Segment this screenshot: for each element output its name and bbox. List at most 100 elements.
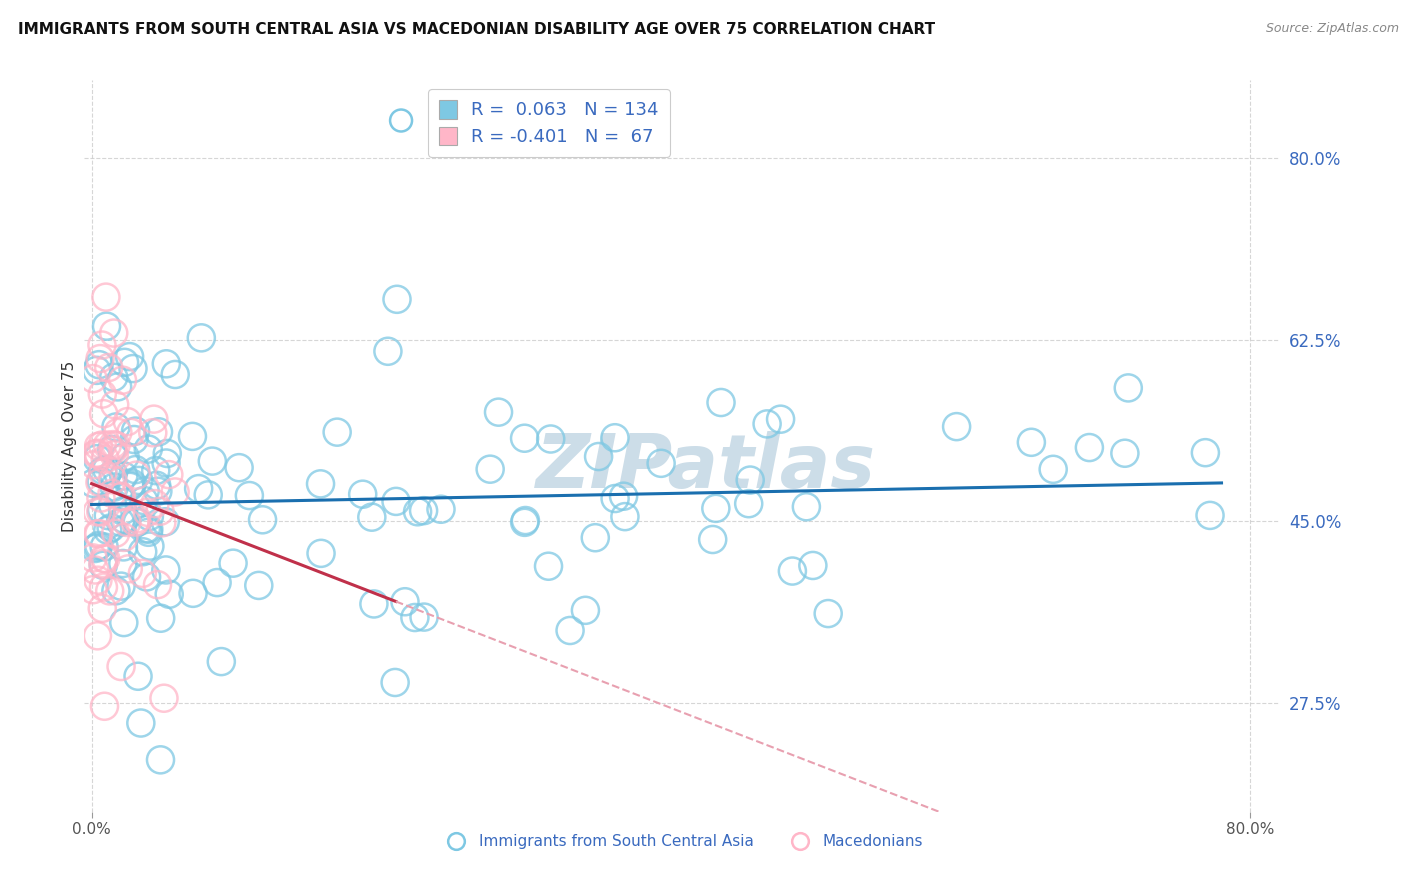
Point xyxy=(91,463,114,477)
Point xyxy=(112,512,135,526)
Point xyxy=(1042,462,1064,476)
Point xyxy=(430,502,453,516)
Point xyxy=(104,398,127,412)
Point xyxy=(122,433,145,447)
Point xyxy=(127,669,149,683)
Text: Source: ZipAtlas.com: Source: ZipAtlas.com xyxy=(1265,22,1399,36)
Point xyxy=(94,551,117,566)
Point xyxy=(97,360,120,375)
Point xyxy=(513,431,536,445)
Point xyxy=(112,469,135,483)
Point xyxy=(124,515,146,529)
Point xyxy=(128,474,150,488)
Point xyxy=(98,583,121,598)
Point xyxy=(704,501,727,516)
Point xyxy=(115,516,138,530)
Point xyxy=(91,438,114,452)
Point xyxy=(112,615,135,630)
Point xyxy=(91,466,114,480)
Point xyxy=(136,505,159,519)
Point xyxy=(82,582,104,597)
Point xyxy=(90,338,112,352)
Point xyxy=(93,699,115,714)
Point xyxy=(205,575,228,590)
Point xyxy=(86,451,108,466)
Point xyxy=(945,419,967,434)
Point xyxy=(513,516,536,530)
Point xyxy=(91,601,114,615)
Point xyxy=(121,476,143,491)
Point xyxy=(1116,381,1139,395)
Point xyxy=(101,443,124,458)
Point xyxy=(124,462,146,476)
Point xyxy=(134,483,156,498)
Point xyxy=(138,522,160,536)
Point xyxy=(96,462,118,476)
Point xyxy=(540,432,562,446)
Point xyxy=(93,407,115,421)
Point xyxy=(96,319,118,334)
Point xyxy=(138,509,160,524)
Point xyxy=(91,387,114,401)
Point xyxy=(91,558,114,573)
Point xyxy=(83,458,105,472)
Text: IMMIGRANTS FROM SOUTH CENTRAL ASIA VS MACEDONIAN DISABILITY AGE OVER 75 CORRELAT: IMMIGRANTS FROM SOUTH CENTRAL ASIA VS MA… xyxy=(18,22,935,37)
Point xyxy=(394,595,416,609)
Point xyxy=(252,513,274,527)
Point xyxy=(603,491,626,506)
Point xyxy=(404,610,426,624)
Point xyxy=(132,493,155,508)
Point xyxy=(142,412,165,426)
Point xyxy=(146,484,169,499)
Point xyxy=(84,541,107,556)
Point xyxy=(817,607,839,621)
Point xyxy=(90,491,112,505)
Point xyxy=(111,557,134,571)
Point xyxy=(117,415,139,429)
Point xyxy=(238,489,260,503)
Point xyxy=(103,437,125,451)
Point xyxy=(145,464,167,478)
Point xyxy=(83,563,105,577)
Point xyxy=(122,361,145,376)
Point xyxy=(150,516,173,530)
Point xyxy=(801,558,824,573)
Point xyxy=(155,515,177,529)
Point xyxy=(488,405,510,419)
Point xyxy=(93,580,115,594)
Point xyxy=(710,395,733,409)
Point xyxy=(740,473,762,487)
Point xyxy=(782,564,804,578)
Point xyxy=(1078,441,1101,455)
Point xyxy=(86,629,108,643)
Point xyxy=(135,570,157,584)
Point xyxy=(104,526,127,541)
Point xyxy=(352,487,374,501)
Point xyxy=(120,478,142,492)
Point xyxy=(90,505,112,519)
Point xyxy=(143,497,166,511)
Point xyxy=(157,587,180,601)
Point xyxy=(86,446,108,460)
Point xyxy=(385,293,408,307)
Point xyxy=(377,344,399,359)
Point xyxy=(201,454,224,468)
Point xyxy=(107,380,129,394)
Point xyxy=(114,450,136,464)
Point xyxy=(155,357,177,371)
Point xyxy=(146,577,169,591)
Point xyxy=(110,579,132,593)
Point xyxy=(127,515,149,529)
Point xyxy=(125,468,148,483)
Point xyxy=(650,456,672,470)
Point xyxy=(145,478,167,492)
Point xyxy=(131,545,153,559)
Point xyxy=(385,494,408,508)
Point xyxy=(247,578,270,592)
Point xyxy=(603,431,626,445)
Point xyxy=(87,539,110,553)
Point xyxy=(156,446,179,460)
Point xyxy=(87,573,110,587)
Point xyxy=(165,485,187,500)
Point xyxy=(360,510,382,524)
